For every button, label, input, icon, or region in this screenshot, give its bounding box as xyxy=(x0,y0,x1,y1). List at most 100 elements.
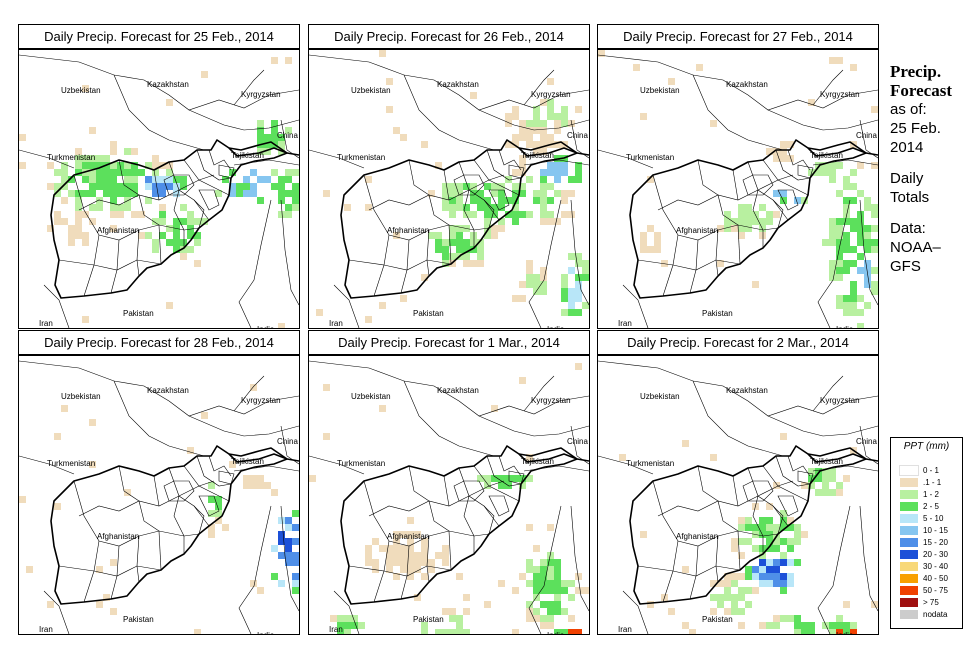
precip-cell xyxy=(117,190,124,197)
precip-cell xyxy=(547,169,554,176)
precip-cell xyxy=(271,120,278,127)
precip-cell xyxy=(871,288,878,295)
precip-cell xyxy=(836,295,843,302)
precip-cell xyxy=(519,281,526,288)
precip-cell xyxy=(787,573,794,580)
precip-cell xyxy=(540,99,547,106)
precip-cell xyxy=(103,594,110,601)
country-label-china: China xyxy=(277,131,298,140)
precip-cell xyxy=(187,218,194,225)
precip-cell xyxy=(68,176,75,183)
precip-cell xyxy=(561,113,568,120)
precip-cell xyxy=(117,211,124,218)
precip-cell xyxy=(787,538,794,545)
precip-cell xyxy=(731,225,738,232)
precip-cell xyxy=(738,225,745,232)
precip-cell xyxy=(575,363,582,370)
precip-cell xyxy=(738,622,745,629)
country-label-turkmenistan: Turkmenistan xyxy=(337,459,385,468)
precip-cell xyxy=(131,148,138,155)
precip-cell xyxy=(344,622,351,629)
precip-cell xyxy=(554,580,561,587)
country-label-india: India xyxy=(257,631,275,634)
precip-cell xyxy=(484,183,491,190)
precip-cell xyxy=(124,489,131,496)
precip-cell xyxy=(822,482,829,489)
sidebar-title-line1: Precip. xyxy=(890,62,942,81)
country-label-iran: Iran xyxy=(329,625,343,634)
precip-cell xyxy=(442,253,449,260)
precip-cell xyxy=(731,601,738,608)
precip-cell xyxy=(547,78,554,85)
legend-swatch xyxy=(900,478,918,487)
country-label-pakistan: Pakistan xyxy=(123,309,154,318)
precip-cell xyxy=(752,545,759,552)
precip-cell xyxy=(540,134,547,141)
precip-cell xyxy=(780,141,787,148)
forecast-panel: Daily Precip. Forecast for 25 Feb., 2014… xyxy=(18,24,300,329)
precip-cell xyxy=(110,162,117,169)
precip-cell xyxy=(843,183,850,190)
precip-cell xyxy=(836,267,843,274)
precip-cell xyxy=(498,218,505,225)
precip-cell xyxy=(243,482,250,489)
precip-cell xyxy=(540,197,547,204)
forecast-panel: Daily Precip. Forecast for 27 Feb., 2014… xyxy=(597,24,879,329)
precip-map: Uzbekistan Kazakhstan Kyrgyzstan China Turkm… xyxy=(308,355,590,635)
precip-cell xyxy=(640,531,647,538)
precip-cell xyxy=(215,503,222,510)
precip-cell xyxy=(857,218,864,225)
precip-cell xyxy=(724,225,731,232)
precip-cell xyxy=(540,580,547,587)
precip-cell xyxy=(278,134,285,141)
precip-cell xyxy=(498,204,505,211)
precip-cell xyxy=(738,608,745,615)
precip-cell xyxy=(243,190,250,197)
precip-cell xyxy=(759,559,766,566)
country-label-tajikistan: Tajikistan xyxy=(521,457,554,466)
precip-cell xyxy=(47,601,54,608)
precip-cell xyxy=(752,281,759,288)
precip-cell xyxy=(738,517,745,524)
legend-swatch xyxy=(900,526,918,535)
precip-cell xyxy=(575,162,582,169)
precip-cell xyxy=(222,524,229,531)
precip-cell xyxy=(561,106,568,113)
legend-row: 50 - 75 xyxy=(900,585,960,596)
country-label-afghanistan: Afghanistan xyxy=(97,226,139,235)
precip-cell xyxy=(843,601,850,608)
precip-cell xyxy=(285,57,292,64)
precip-cell xyxy=(540,211,547,218)
precip-cell xyxy=(379,545,386,552)
precip-cell xyxy=(180,246,187,253)
precip-cell xyxy=(815,475,822,482)
precip-cell xyxy=(75,190,82,197)
precip-cell xyxy=(554,113,561,120)
precip-cell xyxy=(477,246,484,253)
precip-cell xyxy=(843,295,850,302)
precip-cell xyxy=(547,211,554,218)
precip-cell xyxy=(780,148,787,155)
precip-cell xyxy=(512,197,519,204)
precip-cell xyxy=(292,204,299,211)
precip-cell xyxy=(533,141,540,148)
precip-cell xyxy=(292,190,299,197)
precip-cell xyxy=(540,127,547,134)
precip-cell xyxy=(773,190,780,197)
precip-cell xyxy=(96,566,103,573)
country-label-uzbekistan: Uzbekistan xyxy=(351,392,391,401)
precip-cell xyxy=(829,274,836,281)
legend-swatch xyxy=(900,490,918,499)
precip-cell xyxy=(822,162,829,169)
precip-cell xyxy=(836,253,843,260)
precip-cell xyxy=(547,622,554,629)
precip-cell xyxy=(766,580,773,587)
precip-cell xyxy=(568,267,575,274)
precip-cell xyxy=(428,232,435,239)
precip-cell xyxy=(166,169,173,176)
precip-cell xyxy=(526,120,533,127)
precip-cell xyxy=(278,211,285,218)
precip-cell xyxy=(173,218,180,225)
precip-cell xyxy=(717,225,724,232)
precip-cell xyxy=(449,608,456,615)
